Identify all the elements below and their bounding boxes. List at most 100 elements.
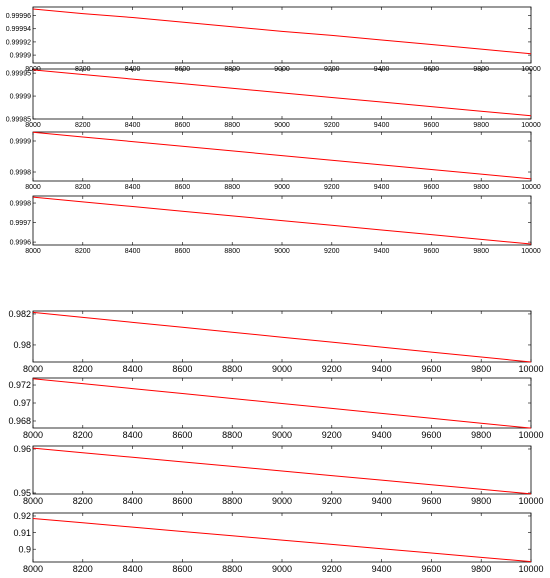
y-tick-label: 0.99992 [6,39,31,46]
x-tick-label: 8800 [222,364,242,374]
y-tick-label: 0.99995 [6,71,31,78]
x-tick-label: 9800 [473,248,489,255]
x-tick-label: 9400 [374,248,390,255]
y-tick-label: 0.98 [13,340,31,350]
x-tick-label: 9200 [322,564,342,574]
x-tick-label: 8800 [224,248,240,255]
x-tick-label: 8200 [73,496,93,506]
data-line [32,378,532,429]
x-tick-label: 8600 [175,248,191,255]
x-tick-label: 9000 [272,430,292,440]
x-tick-label: 9200 [324,122,340,129]
x-tick-label: 9800 [471,564,491,574]
data-line [32,447,532,495]
x-tick-label: 9000 [272,496,292,506]
x-tick-label: 9600 [424,122,440,129]
x-tick-label: 10000 [518,496,543,506]
panel: 8000 8200 8400 8600 8800 9000 9200 9400 9600 9800… [10,131,541,191]
x-tick-label: 10000 [518,564,543,574]
x-tick-label: 9200 [322,364,342,374]
x-tick-label: 8800 [224,184,240,191]
x-tick-label: 9200 [322,430,342,440]
x-tick-label: 8400 [125,122,141,129]
y-tick-label: 0.9999 [10,53,32,60]
x-tick-label: 9600 [421,496,441,506]
x-tick-label: 9600 [424,248,440,255]
y-tick-label: 0.982 [8,309,31,319]
data-line [32,517,532,563]
x-tick-label: 8200 [73,364,93,374]
x-tick-label: 8000 [23,496,43,506]
x-tick-label: 8200 [73,430,93,440]
y-tick-label: 0.9998 [10,169,32,176]
x-tick-label: 9800 [473,184,489,191]
y-tick-label: 0.972 [8,380,31,390]
x-tick-label: 8600 [172,364,192,374]
y-tick-label: 0.968 [8,416,31,426]
x-tick-label: 8400 [123,364,143,374]
x-tick-label: 9800 [471,364,491,374]
y-tick-label: 0.9999 [10,138,32,145]
x-tick-label: 8400 [125,248,141,255]
x-tick-label: 10000 [518,364,543,374]
y-tick-label: 0.92 [13,511,31,521]
x-tick-label: 9000 [274,122,290,129]
x-tick-label: 9800 [471,430,491,440]
y-tick-label: 0.99994 [6,26,31,33]
x-tick-label: 8200 [75,122,91,129]
x-tick-label: 9800 [471,496,491,506]
x-tick-label: 9600 [424,184,440,191]
data-line [32,8,532,55]
x-tick-label: 8000 [25,122,41,129]
x-tick-label: 9800 [473,122,489,129]
x-tick-label: 10000 [521,184,541,191]
x-tick-label: 8800 [222,430,242,440]
x-tick-label: 9000 [274,248,290,255]
x-tick-label: 9600 [421,364,441,374]
x-tick-label: 8400 [125,184,141,191]
y-tick-label: 0.99996 [6,13,31,20]
x-tick-label: 9200 [322,496,342,506]
y-tick-label: 0.99985 [6,116,31,123]
x-tick-label: 8400 [123,496,143,506]
plot-frame [32,512,532,563]
x-tick-label: 8000 [25,248,41,255]
data-line [32,196,532,245]
panel: 8000 8200 8400 8600 8800 9000 9200 9400 9600 9800… [8,309,543,374]
y-tick-label: 0.97 [13,398,31,408]
data-line [32,131,532,180]
x-tick-label: 8200 [75,184,91,191]
x-tick-label: 8400 [123,430,143,440]
y-tick-label: 0.9996 [10,240,32,247]
y-tick-label: 0.9 [18,544,31,554]
y-tick-label: 0.95 [13,488,31,498]
x-tick-label: 10000 [521,122,541,129]
x-tick-label: 8000 [23,430,43,440]
x-tick-label: 9400 [372,496,392,506]
x-tick-label: 8600 [172,430,192,440]
x-tick-label: 8600 [175,122,191,129]
x-tick-label: 8800 [222,496,242,506]
panel: 8000 8200 8400 8600 8800 9000 9200 9400 9600 9800… [13,444,543,506]
x-tick-label: 9200 [324,248,340,255]
panel: 8000 8200 8400 8600 8800 9000 9200 9400 9600 9800… [13,511,543,574]
x-tick-label: 8600 [172,496,192,506]
x-tick-label: 8200 [75,248,91,255]
x-tick-label: 8600 [172,564,192,574]
y-tick-label: 0.9998 [10,200,32,207]
x-tick-label: 8000 [23,364,43,374]
x-tick-label: 8800 [222,564,242,574]
y-tick-label: 0.9997 [10,220,32,227]
x-tick-label: 10000 [521,248,541,255]
x-tick-label: 8600 [175,184,191,191]
panel: 8000 8200 8400 8600 8800 9000 9200 9400 9600 9800… [10,195,541,255]
y-tick-label: 0.91 [13,528,31,538]
x-tick-label: 9200 [324,184,340,191]
x-tick-label: 9400 [372,430,392,440]
y-tick-label: 0.9999 [10,94,32,101]
x-tick-label: 9000 [272,364,292,374]
x-tick-label: 9400 [372,564,392,574]
x-tick-label: 9400 [372,364,392,374]
data-line [32,69,532,117]
